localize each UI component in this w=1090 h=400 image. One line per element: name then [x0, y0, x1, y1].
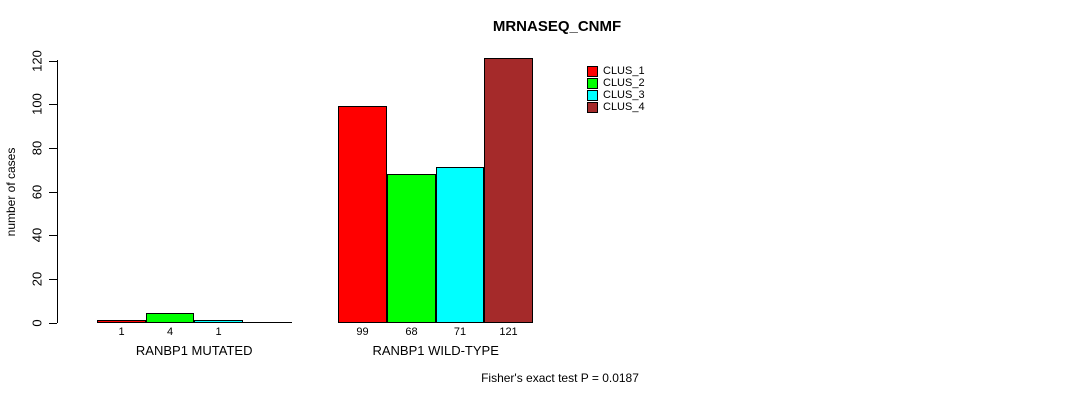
bar-CLUS_4	[484, 58, 533, 323]
group-label: RANBP1 WILD-TYPE	[372, 343, 499, 358]
bar-value-label: 1	[215, 326, 222, 338]
y-axis-tick-label: 60	[29, 184, 45, 200]
bar-CLUS_1	[338, 106, 387, 323]
legend-item: CLUS_4	[587, 101, 645, 113]
bar-value-label: 71	[453, 326, 467, 338]
legend-item: CLUS_3	[587, 89, 645, 101]
bar-CLUS_2	[387, 174, 436, 323]
bar-CLUS_2	[146, 313, 194, 323]
clus-2-swatch-icon	[587, 77, 598, 89]
y-axis-tick-label: 40	[29, 227, 45, 243]
y-axis-tick-label: 120	[29, 50, 45, 72]
legend-item: CLUS_2	[587, 77, 645, 89]
legend-label: CLUS_4	[603, 101, 645, 113]
bar-value-label: 99	[356, 326, 369, 338]
legend-label: CLUS_1	[603, 65, 645, 77]
chart-title: MRNASEQ_CNMF	[492, 18, 622, 35]
y-axis-tick	[49, 235, 57, 236]
legend-item: CLUS_1	[587, 65, 645, 77]
bar-value-label: 4	[166, 326, 174, 338]
bar-CLUS_1	[97, 320, 146, 323]
y-axis-tick-label: 20	[29, 271, 45, 287]
bar-CLUS_3	[436, 167, 484, 323]
group-label: RANBP1 MUTATED	[135, 343, 253, 358]
y-axis-tick-label: 100	[29, 93, 45, 115]
bar-value-label: 121	[499, 326, 518, 338]
bar-CLUS_3	[194, 320, 243, 323]
clus-3-swatch-icon	[587, 89, 598, 101]
y-axis-line	[57, 60, 58, 323]
bar-CLUS_4-zero	[243, 322, 292, 323]
y-axis-tick	[49, 61, 57, 62]
clus-4-swatch-icon	[587, 101, 598, 113]
y-axis-tick-label: 80	[29, 140, 45, 156]
legend-label: CLUS_3	[603, 89, 645, 101]
annotation-pvalue: Fisher's exact test P = 0.0187	[481, 371, 639, 385]
y-axis-tick	[49, 192, 57, 193]
y-axis-title: number of cases	[4, 147, 18, 237]
clus-1-swatch-icon	[587, 65, 598, 77]
bar-value-label: 68	[405, 326, 418, 338]
y-axis-tick	[49, 148, 57, 149]
y-axis-tick	[49, 279, 57, 280]
legend-label: CLUS_2	[603, 77, 645, 89]
y-axis-tick	[49, 104, 57, 105]
legend: CLUS_1 CLUS_2 CLUS_3 CLUS_4	[587, 65, 645, 113]
bar-value-label: 1	[118, 326, 125, 338]
y-axis-tick-label: 0	[29, 319, 45, 327]
y-axis-tick	[49, 323, 57, 324]
